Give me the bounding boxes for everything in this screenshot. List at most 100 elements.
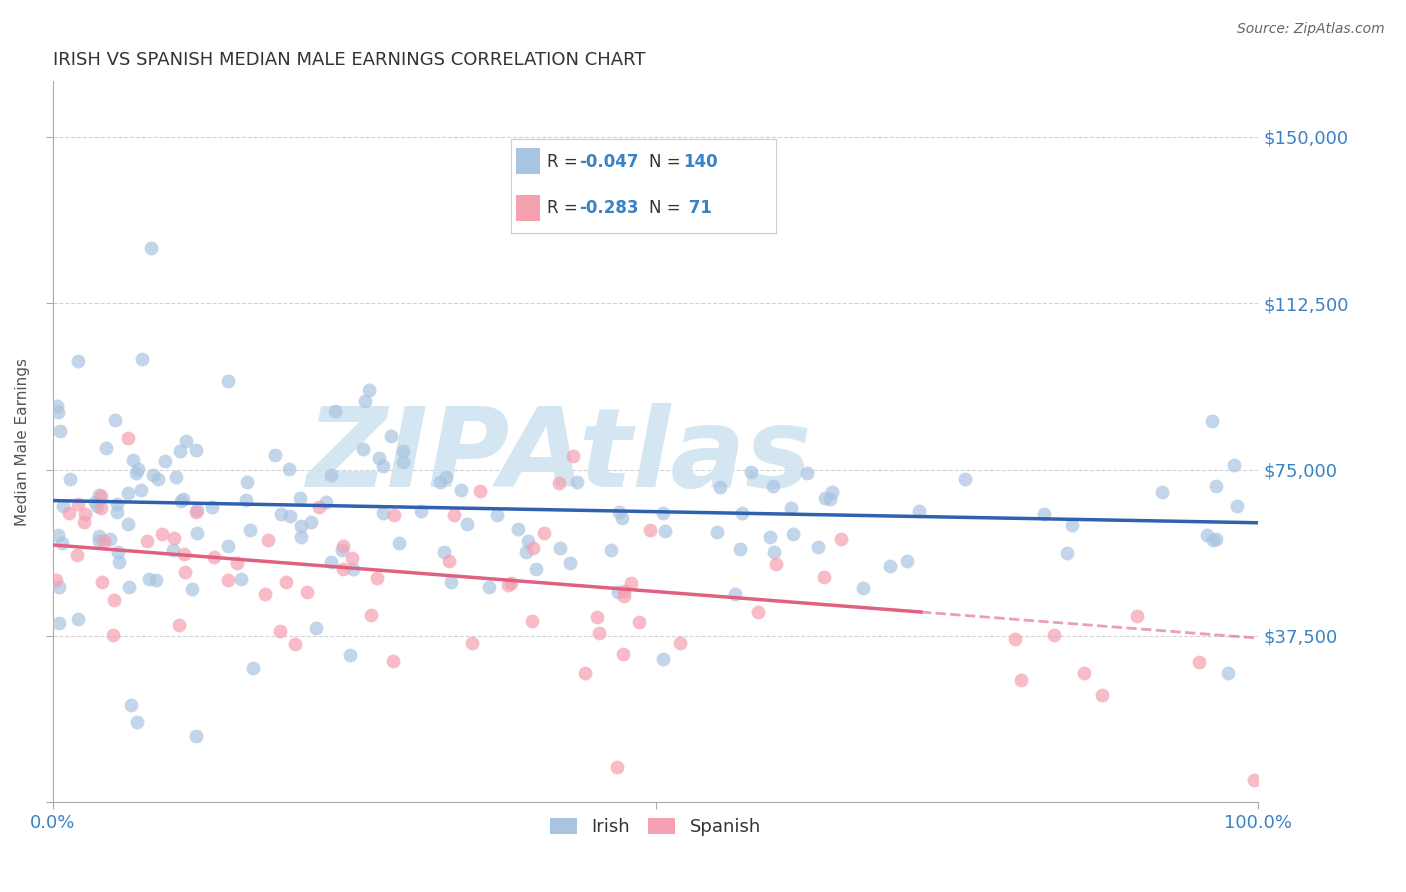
Irish (782, 527, 804, 541)
Irish (118, 580, 141, 594)
Irish (146, 472, 169, 486)
Irish (121, 453, 143, 467)
Irish (429, 475, 451, 489)
Spanish (184, 505, 207, 519)
Irish (117, 517, 139, 532)
Irish (87, 488, 110, 502)
Irish (908, 504, 931, 518)
Irish (117, 486, 139, 500)
Spanish (1091, 688, 1114, 702)
Irish (388, 536, 411, 550)
Irish (896, 554, 918, 568)
Spanish (585, 610, 607, 624)
Irish (357, 383, 380, 397)
Irish (1205, 532, 1227, 546)
Spanish (90, 500, 112, 515)
Irish (763, 545, 786, 559)
Spanish (1042, 628, 1064, 642)
Irish (104, 412, 127, 426)
Spanish (547, 475, 569, 490)
Spanish (103, 593, 125, 607)
Irish (434, 470, 457, 484)
Spanish (1126, 608, 1149, 623)
Spanish (253, 587, 276, 601)
Spanish (765, 557, 787, 571)
Irish (89, 533, 111, 548)
Spanish (501, 575, 523, 590)
Spanish (460, 636, 482, 650)
Spanish (470, 484, 492, 499)
Irish (652, 652, 675, 666)
Text: ZIPAtlas: ZIPAtlas (307, 402, 813, 509)
Irish (373, 507, 395, 521)
Irish (170, 494, 193, 508)
Spanish (308, 500, 330, 514)
Irish (131, 351, 153, 366)
Irish (550, 541, 572, 555)
Irish (52, 499, 75, 513)
Irish (48, 580, 70, 594)
Irish (380, 428, 402, 442)
Irish (290, 530, 312, 544)
Irish (1195, 527, 1218, 541)
Irish (1223, 458, 1246, 472)
Spanish (520, 614, 543, 628)
Spanish (90, 489, 112, 503)
Spanish (90, 574, 112, 589)
Irish (354, 393, 377, 408)
Spanish (332, 539, 354, 553)
Spanish (1010, 673, 1032, 688)
Y-axis label: Median Male Earnings: Median Male Earnings (15, 358, 30, 525)
Irish (321, 467, 343, 482)
Irish (46, 399, 69, 413)
Spanish (173, 547, 195, 561)
Irish (709, 480, 731, 494)
Irish (48, 528, 70, 542)
Irish (392, 443, 415, 458)
Irish (607, 585, 630, 599)
Spanish (384, 508, 406, 522)
Irish (86, 499, 108, 513)
Spanish (437, 554, 460, 568)
Irish (181, 582, 204, 596)
Spanish (117, 432, 139, 446)
Irish (440, 574, 463, 589)
Text: Source: ZipAtlas.com: Source: ZipAtlas.com (1237, 22, 1385, 37)
Irish (319, 555, 342, 569)
Irish (515, 545, 537, 559)
Irish (174, 434, 197, 448)
Irish (565, 475, 588, 489)
Spanish (269, 624, 291, 638)
Irish (1033, 507, 1056, 521)
Spanish (67, 497, 90, 511)
Spanish (101, 628, 124, 642)
Spanish (1073, 666, 1095, 681)
Irish (325, 404, 347, 418)
Irish (486, 508, 509, 522)
Spanish (627, 615, 650, 630)
Spanish (202, 549, 225, 564)
Spanish (45, 573, 67, 587)
Irish (186, 503, 208, 517)
Spanish (150, 526, 173, 541)
Spanish (496, 578, 519, 592)
Irish (236, 475, 259, 489)
Spanish (561, 449, 583, 463)
Irish (278, 508, 301, 523)
Irish (1205, 478, 1227, 492)
Spanish (136, 534, 159, 549)
Irish (728, 541, 751, 556)
Irish (186, 526, 208, 541)
Irish (305, 621, 328, 635)
Spanish (163, 531, 186, 545)
Spanish (173, 566, 195, 580)
Spanish (612, 647, 634, 661)
Spanish (58, 506, 80, 520)
Irish (131, 483, 153, 497)
Irish (138, 572, 160, 586)
Spanish (606, 760, 628, 774)
Irish (242, 661, 264, 675)
Spanish (276, 574, 298, 589)
Irish (450, 483, 472, 497)
Irish (145, 574, 167, 588)
